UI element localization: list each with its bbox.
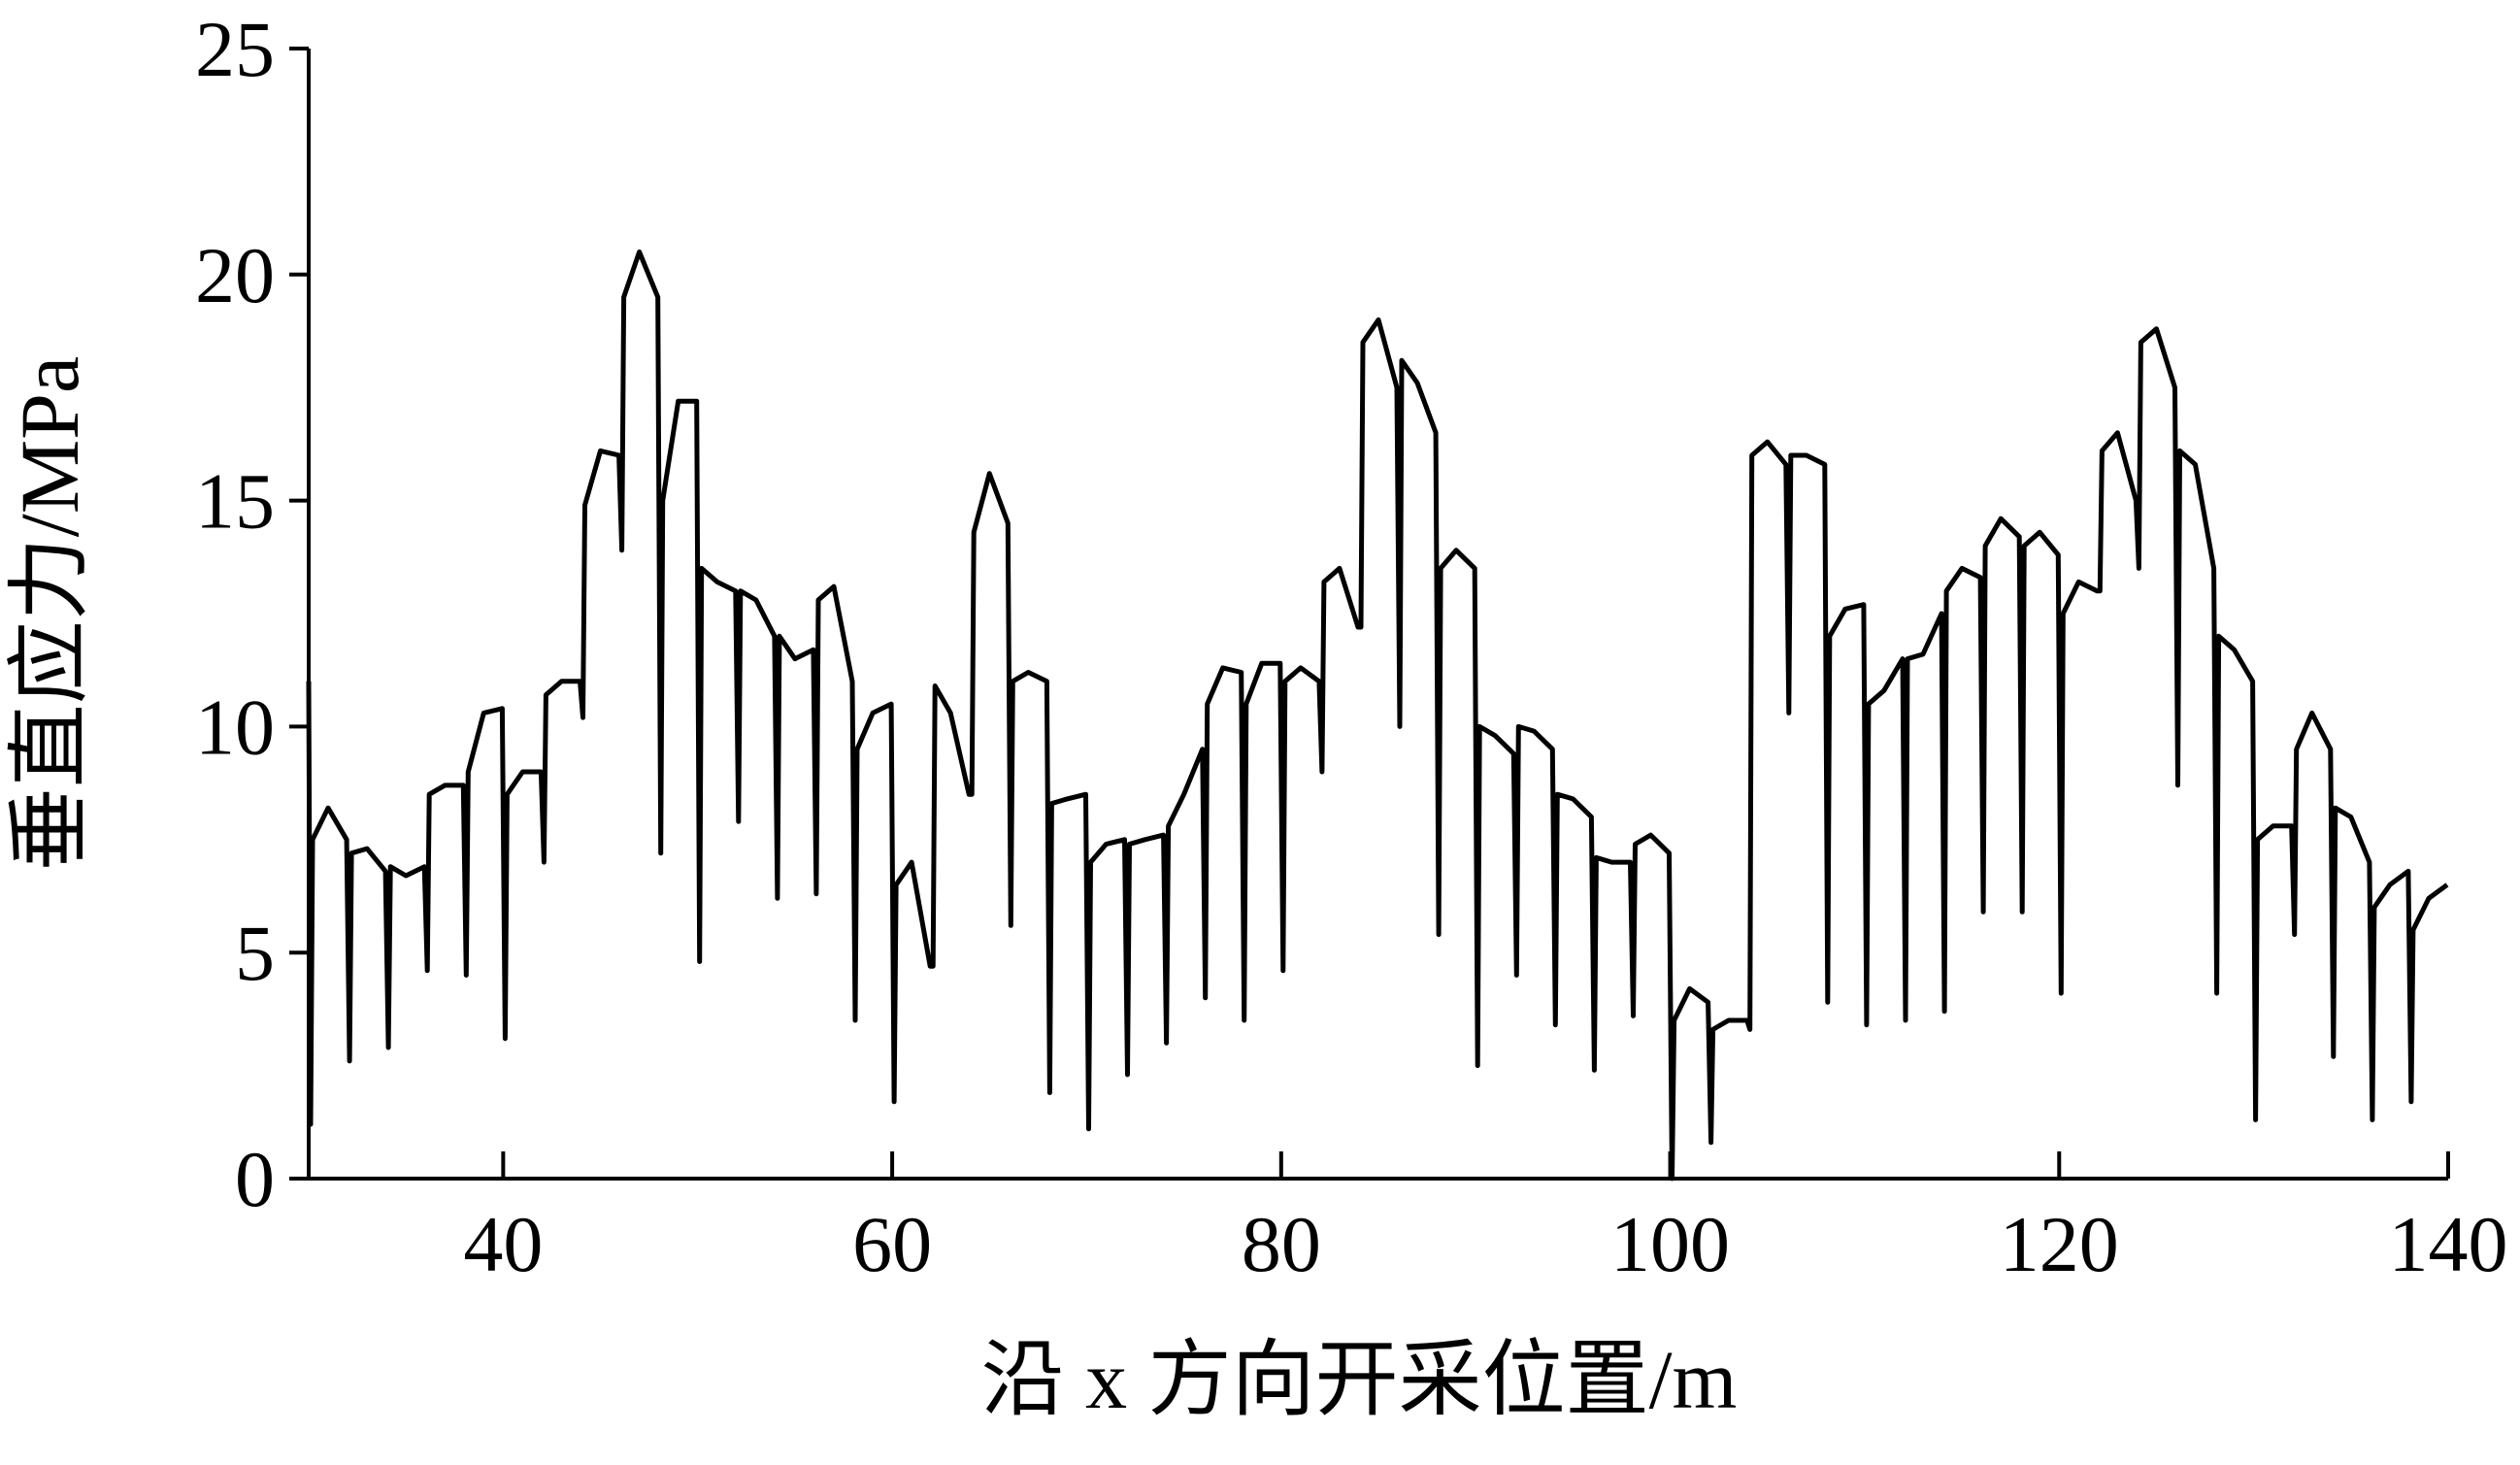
x-tick-label: 60 bbox=[852, 1200, 932, 1288]
y-axis-title: 垂直应力/MPa bbox=[3, 356, 96, 871]
y-tick-label: 5 bbox=[235, 909, 275, 997]
x-tick-label: 40 bbox=[463, 1200, 543, 1288]
x-tick-label: 100 bbox=[1610, 1200, 1730, 1288]
y-tick-label: 0 bbox=[235, 1135, 275, 1223]
y-tick-label: 25 bbox=[195, 5, 275, 93]
x-tick-label: 140 bbox=[2389, 1200, 2508, 1288]
y-tick-label: 10 bbox=[195, 683, 275, 771]
y-tick-label: 15 bbox=[195, 457, 275, 546]
data-line bbox=[306, 250, 2449, 1182]
x-axis-title: 沿 x 方向开采位置/m bbox=[981, 1333, 1738, 1426]
x-tick-label: 80 bbox=[1242, 1200, 1321, 1288]
x-tick-label: 120 bbox=[2000, 1200, 2119, 1288]
y-tick-label: 20 bbox=[195, 231, 275, 319]
